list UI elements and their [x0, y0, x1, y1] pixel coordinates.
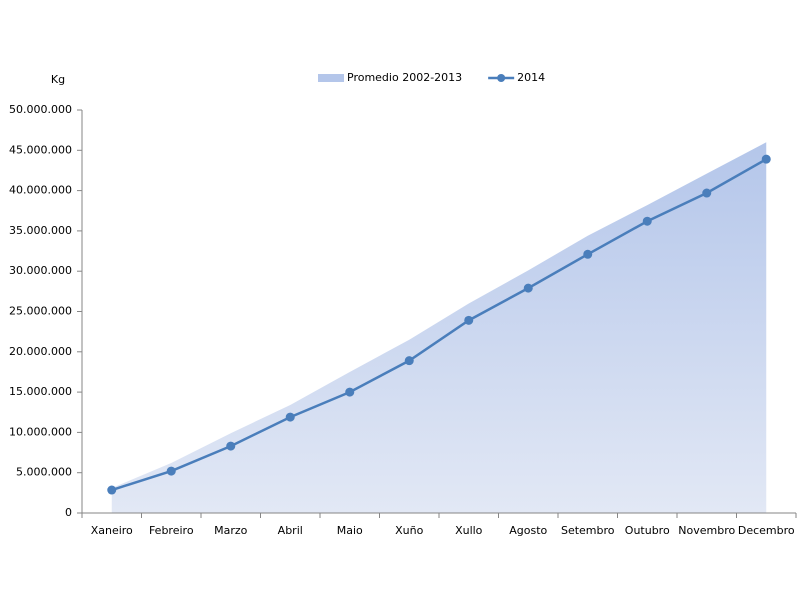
x-tick-label: Outubro [625, 524, 670, 537]
line [111, 158, 767, 492]
point [642, 216, 652, 226]
y-tick-label: 30.000.000 [9, 264, 72, 277]
x-tick-label: Xullo [455, 524, 483, 537]
point [464, 315, 474, 325]
x-tick-label: Novembro [678, 524, 735, 537]
x-tick-label: Marzo [214, 524, 248, 537]
y-tick-label: 25.000.000 [9, 305, 72, 318]
y-tick-label: 10.000.000 [9, 425, 72, 438]
x-tick-label: Febreiro [149, 524, 194, 537]
point [166, 466, 176, 476]
legend-swatch [497, 74, 506, 82]
point [583, 249, 593, 259]
y-tick-label: 45.000.000 [9, 143, 72, 156]
x-tick-label: Xuño [395, 524, 423, 537]
point [404, 356, 414, 366]
legend-swatch [318, 74, 344, 82]
y-tick-label: 5.000.000 [16, 466, 72, 479]
area [111, 142, 767, 514]
point [523, 283, 533, 293]
x-tick-label: Maio [337, 524, 363, 537]
x-tick-label: Abril [278, 524, 303, 537]
point [226, 441, 236, 451]
y-tick-label: 50.000.000 [9, 103, 72, 116]
y-axis-label: Kg [51, 73, 65, 86]
x-tick-label: Decembro [738, 524, 795, 537]
y-tick-label: 0 [65, 506, 72, 519]
point [702, 188, 712, 198]
legend-label: Promedio 2002-2013 [347, 71, 462, 84]
point [345, 387, 355, 397]
legend-label: 2014 [517, 71, 545, 84]
x-tick-label: Agosto [509, 524, 547, 537]
y-tick-label: 35.000.000 [9, 224, 72, 237]
x-tick-label: Setembro [561, 524, 615, 537]
y-tick-label: 40.000.000 [9, 184, 72, 197]
point [285, 412, 295, 422]
y-tick-label: 15.000.000 [9, 385, 72, 398]
x-tick-label: Xaneiro [91, 524, 133, 537]
y-tick-label: 20.000.000 [9, 345, 72, 358]
point [761, 154, 771, 164]
point [107, 485, 117, 495]
